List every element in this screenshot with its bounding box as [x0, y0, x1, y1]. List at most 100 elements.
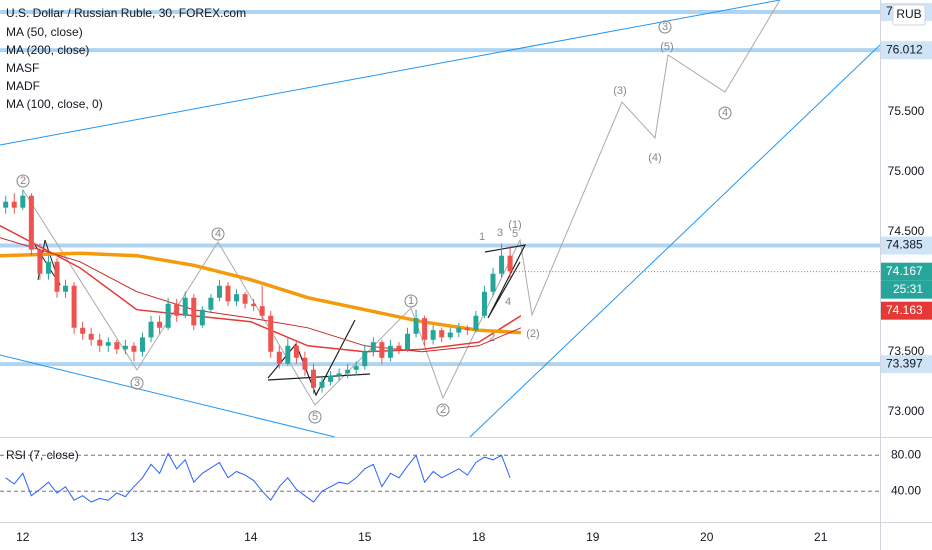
- candle-body: [199, 309, 205, 326]
- wave-label: 3: [497, 227, 503, 239]
- wave-label: 4: [505, 296, 511, 308]
- wave-label: 3: [134, 377, 140, 389]
- wave-circle: [436, 403, 450, 417]
- last-price-label: 74.167: [886, 264, 923, 278]
- y-tick-label: 73.000: [888, 404, 925, 418]
- candle-body: [20, 195, 26, 208]
- candle-body: [139, 337, 145, 352]
- legend-entry: MA (100, close, 0): [6, 97, 103, 111]
- wave-label: 2: [489, 332, 495, 344]
- currency-label: RUB: [896, 7, 921, 21]
- level-tag-label: 73.397: [886, 356, 923, 370]
- wave-circle: [718, 106, 732, 120]
- wave-label: 5: [312, 411, 318, 423]
- candle-body: [54, 261, 60, 292]
- wave-label: 2: [20, 175, 26, 187]
- candle-body: [396, 345, 402, 350]
- candle-body: [481, 291, 487, 316]
- candle-body: [387, 345, 393, 358]
- candle-body: [11, 201, 17, 208]
- candle-body: [336, 373, 342, 376]
- candle-body: [28, 195, 34, 250]
- candle-body: [422, 318, 428, 340]
- currency-box: [892, 4, 926, 26]
- wave-label: (5): [660, 41, 673, 53]
- trend-line: [0, 354, 336, 438]
- candle-body: [439, 330, 445, 338]
- pattern-line: [267, 373, 371, 381]
- candle-body: [157, 321, 163, 328]
- candle-body: [131, 345, 137, 352]
- candle-body: [80, 327, 86, 334]
- wave-label: 4: [215, 228, 221, 240]
- candle-body: [251, 303, 257, 307]
- candle-body: [362, 351, 368, 367]
- wave-circle: [658, 20, 672, 34]
- candle-body: [405, 333, 411, 350]
- level-tag-label: 76.012: [886, 42, 923, 56]
- rsi-tick-label: 40.00: [891, 483, 921, 497]
- ma-last-label: 74.163: [886, 303, 923, 317]
- candle-body: [105, 342, 111, 346]
- candle-body: [63, 285, 69, 292]
- wave-label: (1): [508, 219, 521, 231]
- ma-line: [0, 225, 522, 353]
- wave-label: (4): [648, 152, 661, 164]
- wave-circle: [211, 227, 225, 241]
- candle-body: [208, 297, 214, 310]
- candle-body: [473, 315, 479, 331]
- candle-body: [276, 351, 282, 364]
- wave-projection: [22, 0, 781, 406]
- wave-label: (3): [613, 85, 626, 97]
- candle-body: [45, 261, 51, 274]
- wave-circle: [16, 174, 30, 188]
- candle-body: [456, 327, 462, 333]
- last-price-tag: [881, 262, 932, 281]
- wave-circle: [308, 410, 322, 424]
- candle-body: [293, 345, 299, 358]
- candle-body: [225, 285, 231, 302]
- y-tick-label: 74.500: [888, 224, 925, 238]
- candle-body: [302, 357, 308, 370]
- x-tick-label: 20: [700, 530, 714, 544]
- wave-circle: [130, 376, 144, 390]
- candle-body: [413, 318, 419, 334]
- x-tick-label: 18: [472, 530, 486, 544]
- rsi-line: [5, 452, 511, 503]
- ma-last-tag: [881, 301, 932, 320]
- candle-body: [122, 345, 128, 350]
- candle-body: [464, 327, 470, 331]
- candle-body: [353, 366, 359, 370]
- wave-label: (2): [526, 328, 539, 340]
- candle-body: [216, 285, 222, 298]
- level-tag-label: 7: [886, 4, 893, 18]
- candle-body: [148, 321, 154, 338]
- candle-body: [507, 255, 513, 272]
- x-tick-label: 19: [586, 530, 600, 544]
- legend-entry: MADF: [6, 79, 40, 93]
- candle-body: [370, 342, 376, 352]
- candle-body: [345, 369, 351, 374]
- candle-body: [3, 201, 9, 208]
- y-tick-label: 73.500: [888, 344, 925, 358]
- x-tick-label: 12: [16, 530, 30, 544]
- candle-body: [259, 306, 265, 316]
- levels: [0, 10, 932, 367]
- candle-body: [182, 297, 188, 316]
- candle-body: [242, 294, 248, 304]
- trend-line: [469, 44, 881, 438]
- candle-body: [88, 333, 94, 340]
- x-tick-label: 15: [358, 530, 372, 544]
- candle-body: [114, 342, 120, 350]
- wave-label: 5: [512, 228, 518, 240]
- pattern-line: [484, 244, 527, 319]
- wave-label: 2: [440, 404, 446, 416]
- y-tick-label: 75.000: [888, 164, 925, 178]
- candle-body: [268, 315, 274, 352]
- candle-body: [285, 345, 291, 364]
- wave-label: 1: [408, 295, 414, 307]
- ma-line: [0, 251, 521, 335]
- candle-body: [165, 303, 171, 328]
- candle-body: [490, 273, 496, 292]
